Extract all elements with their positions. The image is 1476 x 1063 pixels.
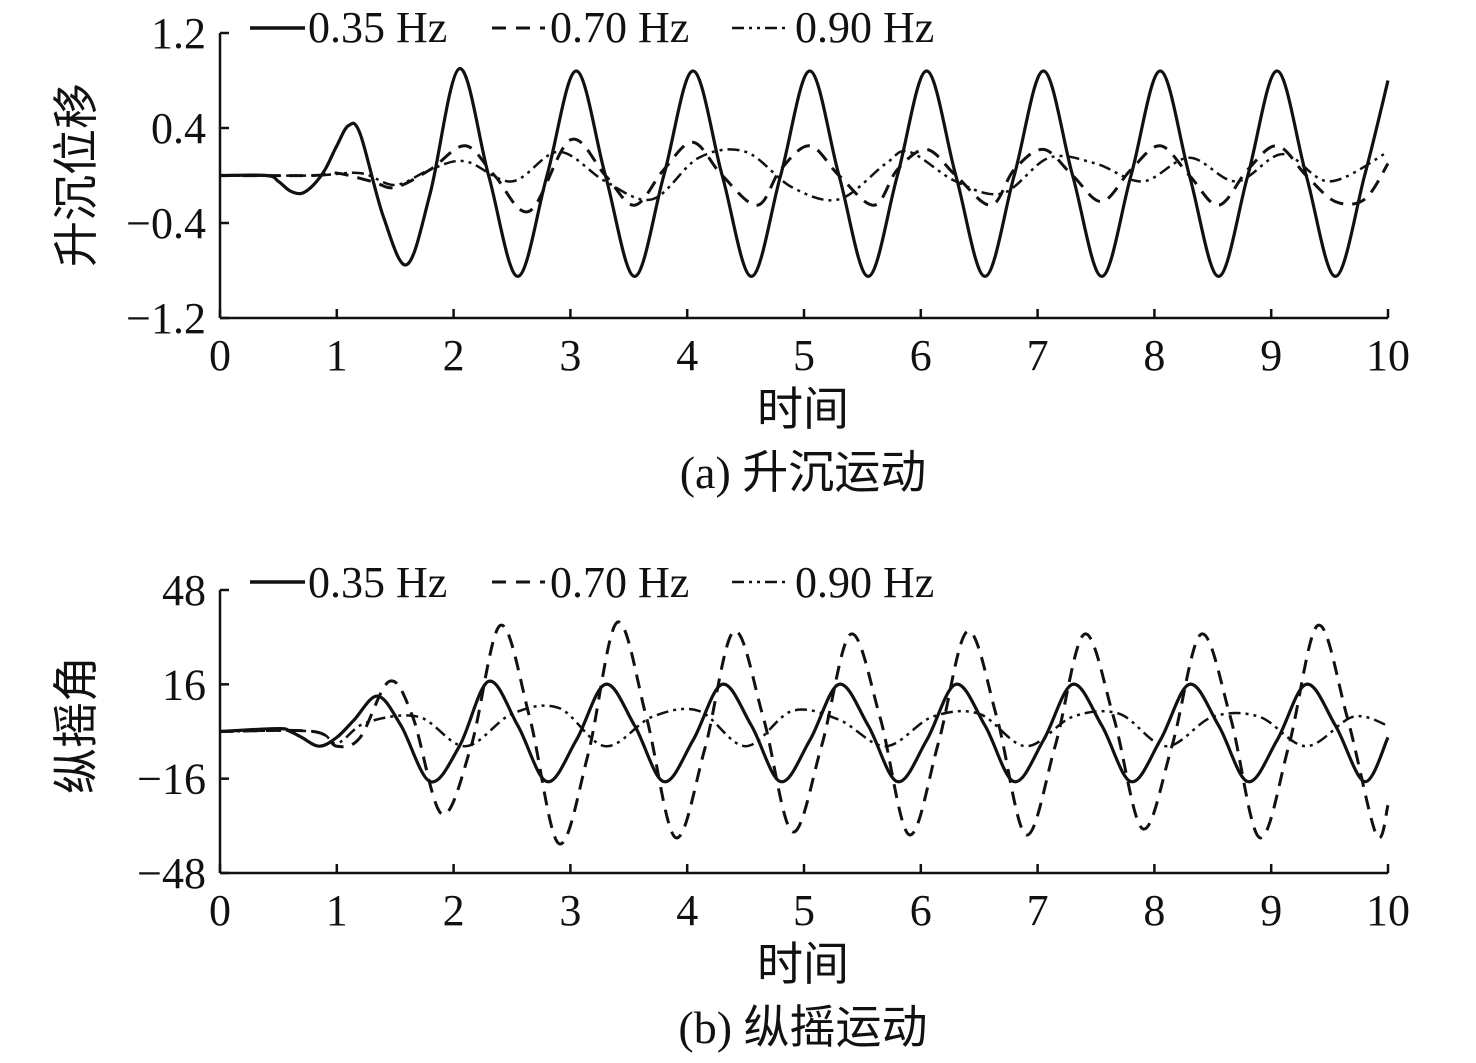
heave-series-line-1 — [219, 67, 1390, 278]
pitch-series-line-3 — [219, 704, 1389, 748]
legend-label-070hz: 0.70 Hz — [550, 3, 689, 52]
pitch-y-axis-label: 纵摇角 — [51, 656, 102, 794]
heave-chart-panel: 0.35 Hz 0.70 Hz 0.90 Hz 0 1 2 3 4 5 6 7 8 9 101.20… — [51, 3, 1410, 498]
heave-series — [219, 67, 1390, 278]
pitch-series — [219, 620, 1390, 846]
heave-x-tick-label: 5 — [793, 331, 815, 380]
heave-x-tick-label: 4 — [676, 331, 698, 380]
heave-x-tick-label: 8 — [1143, 331, 1165, 380]
pitch-legend: 0.35 Hz 0.70 Hz 0.90 Hz — [250, 558, 934, 607]
heave-y-tick-label: −0.4 — [126, 199, 206, 248]
pitch-y-tick-label: 48 — [162, 566, 206, 615]
heave-x-tick-label: 10 — [1366, 331, 1410, 380]
heave-y-tick-label: 0.4 — [151, 104, 206, 153]
pitch-x-tick-label: 0 — [209, 886, 231, 935]
pitch-x-tick-label: 8 — [1143, 886, 1165, 935]
heave-x-axis-label: 时间 — [757, 384, 849, 435]
pitch-x-tick-label: 10 — [1366, 886, 1410, 935]
pitch-y-tick-label: −16 — [137, 755, 206, 804]
pitch-x-tick-label: 7 — [1027, 886, 1049, 935]
pitch-series-line-2 — [219, 620, 1390, 846]
heave-y-tick-label: −1.2 — [126, 294, 206, 343]
pitch-caption: (b) 纵摇运动 — [678, 1002, 927, 1053]
heave-series-line-2 — [219, 137, 1390, 214]
pitch-series-line-1 — [219, 679, 1390, 784]
pitch-x-tick-label: 6 — [910, 886, 932, 935]
pitch-x-tick-label: 5 — [793, 886, 815, 935]
heave-x-tick-label: 7 — [1027, 331, 1049, 380]
pitch-x-tick-label: 3 — [559, 886, 581, 935]
legend-label-090hz: 0.90 Hz — [795, 558, 934, 607]
heave-y-axis-label: 升沉位移 — [51, 83, 102, 267]
pitch-x-tick-label: 2 — [443, 886, 465, 935]
heave-caption: (a) 升沉运动 — [680, 447, 927, 498]
heave-x-tick-label: 6 — [910, 331, 932, 380]
heave-legend: 0.35 Hz 0.70 Hz 0.90 Hz — [250, 3, 934, 52]
heave-x-tick-label: 0 — [209, 331, 231, 380]
legend-label-090hz: 0.90 Hz — [795, 3, 934, 52]
pitch-x-axis-label: 时间 — [757, 939, 849, 990]
pitch-y-tick-label: 16 — [162, 660, 206, 709]
heave-x-tick-label: 1 — [326, 331, 348, 380]
heave-x-tick-label: 3 — [559, 331, 581, 380]
legend-label-070hz: 0.70 Hz — [550, 558, 689, 607]
heave-x-tick-label: 9 — [1260, 331, 1282, 380]
pitch-x-tick-label: 9 — [1260, 886, 1282, 935]
pitch-x-tick-label: 4 — [676, 886, 698, 935]
legend-label-035hz: 0.35 Hz — [308, 558, 447, 607]
pitch-axes: 0 1 2 3 4 5 6 7 8 9 10 48 16 −16 −48 — [137, 566, 1410, 935]
pitch-chart-panel: 0.35 Hz 0.70 Hz 0.90 Hz 0 1 2 3 4 5 6 7 8 9 10 48 16… — [51, 558, 1410, 1053]
heave-series-line-3 — [219, 148, 1389, 202]
heave-axes: 0 1 2 3 4 5 6 7 8 9 10 1.2 0.4 −0.4 −1.2 — [126, 9, 1410, 380]
heave-y-tick-label: 1.2 — [151, 9, 206, 58]
legend-label-035hz: 0.35 Hz — [308, 3, 447, 52]
pitch-y-tick-label: −48 — [137, 849, 206, 898]
heave-x-tick-label: 2 — [443, 331, 465, 380]
pitch-x-tick-label: 1 — [326, 886, 348, 935]
